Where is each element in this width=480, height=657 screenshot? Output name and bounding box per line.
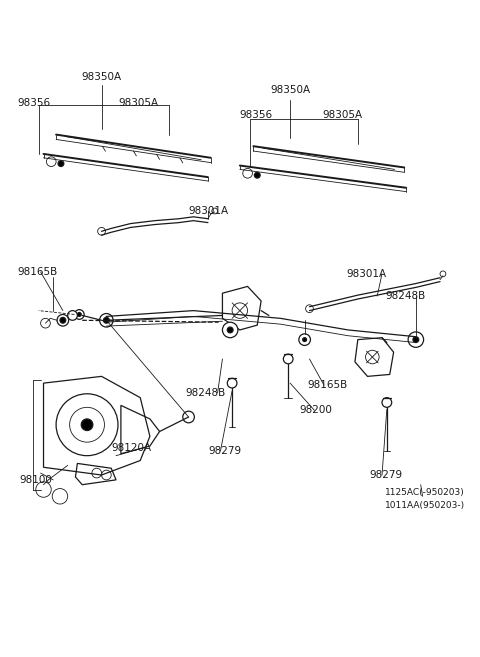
Circle shape bbox=[283, 354, 293, 364]
Circle shape bbox=[77, 313, 81, 317]
Circle shape bbox=[440, 271, 446, 277]
Circle shape bbox=[100, 313, 113, 327]
Text: 98200: 98200 bbox=[300, 405, 333, 415]
Text: 98120A: 98120A bbox=[111, 443, 151, 453]
Text: 98165B: 98165B bbox=[17, 267, 58, 277]
Text: 98165B: 98165B bbox=[308, 380, 348, 390]
Circle shape bbox=[243, 168, 252, 178]
Text: 98305A: 98305A bbox=[322, 110, 362, 120]
Circle shape bbox=[382, 397, 392, 407]
Circle shape bbox=[183, 411, 194, 423]
Circle shape bbox=[413, 337, 419, 342]
Circle shape bbox=[81, 419, 93, 430]
Circle shape bbox=[47, 157, 56, 166]
Text: 98350A: 98350A bbox=[270, 85, 310, 95]
Circle shape bbox=[227, 327, 233, 333]
Circle shape bbox=[74, 309, 84, 319]
Circle shape bbox=[58, 161, 64, 166]
Text: 98356: 98356 bbox=[240, 110, 273, 120]
Circle shape bbox=[254, 172, 260, 178]
Text: 1011AA(950203-): 1011AA(950203-) bbox=[385, 501, 465, 510]
Circle shape bbox=[104, 317, 109, 323]
Text: 98248B: 98248B bbox=[385, 291, 425, 301]
Circle shape bbox=[222, 322, 238, 338]
Text: 98248B: 98248B bbox=[186, 388, 226, 397]
Text: 98305A: 98305A bbox=[118, 98, 158, 108]
Text: 98100: 98100 bbox=[19, 475, 52, 485]
Text: 98301A: 98301A bbox=[346, 269, 386, 279]
Circle shape bbox=[299, 334, 311, 346]
Circle shape bbox=[303, 338, 307, 342]
Circle shape bbox=[408, 332, 423, 348]
Circle shape bbox=[68, 311, 77, 320]
Circle shape bbox=[97, 227, 106, 235]
Circle shape bbox=[227, 378, 237, 388]
Circle shape bbox=[60, 317, 66, 323]
Text: 98279: 98279 bbox=[370, 470, 403, 480]
Text: 98356: 98356 bbox=[17, 98, 50, 108]
Text: 98279: 98279 bbox=[208, 446, 241, 456]
Circle shape bbox=[306, 305, 313, 313]
Text: 98350A: 98350A bbox=[82, 72, 121, 81]
Circle shape bbox=[212, 208, 217, 214]
Text: 98301A: 98301A bbox=[189, 206, 228, 216]
Text: 1125AC(-950203): 1125AC(-950203) bbox=[385, 488, 465, 497]
